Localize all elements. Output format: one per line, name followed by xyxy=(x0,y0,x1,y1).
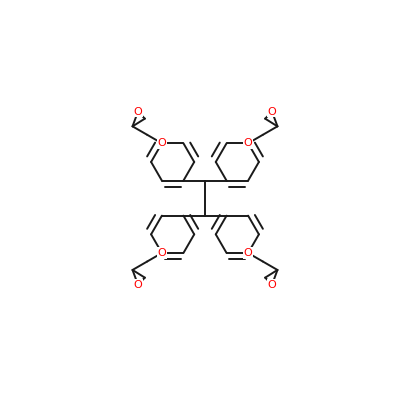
Text: O: O xyxy=(158,138,166,148)
Text: O: O xyxy=(158,248,166,258)
Text: O: O xyxy=(134,280,142,290)
Text: O: O xyxy=(244,248,252,258)
Text: O: O xyxy=(268,107,276,117)
Text: O: O xyxy=(268,280,276,290)
Text: O: O xyxy=(134,107,142,117)
Text: O: O xyxy=(244,138,252,148)
